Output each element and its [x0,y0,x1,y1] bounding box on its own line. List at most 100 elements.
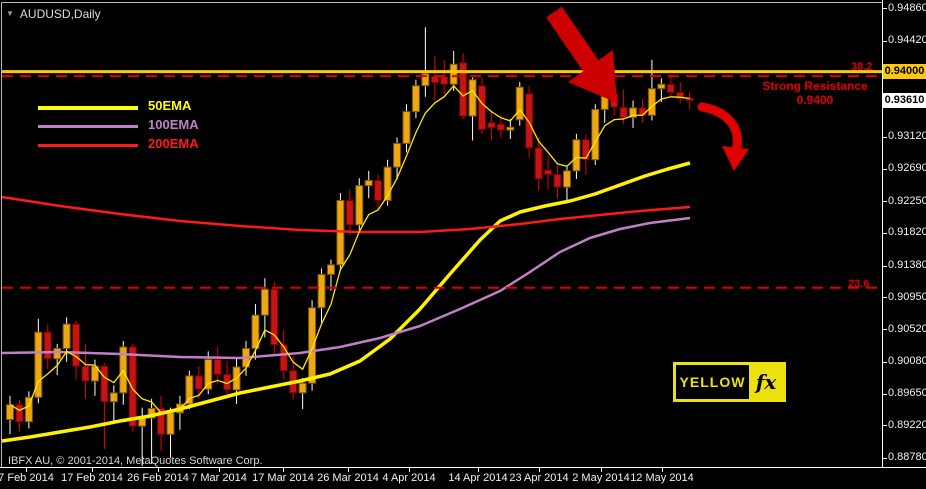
price-axis-tick [883,361,887,363]
date-axis-label: 7 Feb 2014 [0,472,54,484]
date-axis-label: 23 Apr 2014 [509,472,569,484]
symbol-title-bar: ▼ AUDUSD,Daily [6,7,101,21]
candle-body [374,179,383,201]
date-axis-tick [26,468,27,472]
candle-body [15,404,24,423]
price-axis-tick [883,425,887,427]
candle-body [308,307,317,384]
candles-layer [6,27,694,466]
strong-resistance-note: Strong Resistance 0.9400 [755,79,875,107]
price-axis-tick [883,297,887,299]
candle-body [393,142,402,168]
candle-body [647,88,656,116]
100ema-line [1,216,691,360]
price-axis-label: 0.94420 [888,34,926,47]
date-axis-line [0,467,926,468]
date-axis-label: 2 May 2014 [572,472,630,484]
candle-body [62,323,71,349]
candle-body [204,359,213,390]
price-axis-label: 0.94860 [888,1,926,14]
candle-body [270,288,279,346]
ema100-line-swatch [38,125,138,128]
price-axis-tick [883,40,887,42]
candle-body [421,73,430,87]
legend-item-200ema: 200EMA [38,136,258,155]
date-axis-tick [409,468,410,472]
yellowfx-logo-fx-badge: fx [749,365,783,399]
candle-body [166,412,175,435]
yellowfx-logo: YELLOW fx [673,362,786,402]
date-axis-label: 26 Mar 2014 [317,472,379,484]
price-axis-label: 0.89220 [888,418,926,431]
candle-body [496,123,505,131]
price-tag-0.93610: 0.93610 [883,92,926,108]
candle-body [72,323,81,367]
candle-body [109,392,118,403]
date-axis-label: 14 Apr 2014 [448,472,508,484]
legend-item-100ema: 100EMA [38,117,258,136]
date-axis-tick [601,468,602,472]
legend-item-50ema: 50EMA [38,98,258,117]
candle-body [364,179,373,187]
price-axis-tick [883,136,887,138]
price-axis-tick [883,457,887,459]
candle-body [562,170,571,188]
price-axis-label: 0.89650 [888,387,926,400]
price-axis-tick [883,265,887,267]
symbol-marker-icon: ▼ [6,9,14,18]
price-axis-tick [883,393,887,395]
candle-body [213,359,222,375]
date-axis-label: 7 Mar 2014 [191,472,247,484]
candle-body [449,63,458,85]
200ema-line [1,195,691,234]
date-axis-label: 17 Feb 2014 [61,472,123,484]
candle-body [638,107,647,116]
candle-body [440,76,449,85]
price-axis-tick [883,201,887,203]
candle-body [402,111,411,144]
candle-body [666,83,675,93]
candle-body [128,346,137,427]
candle-body [53,347,62,360]
date-axis-label: 17 Mar 2014 [252,472,314,484]
price-tag-0.94000: 0.94000 [883,63,926,79]
candle-body [459,62,468,117]
candle-body [81,365,90,382]
50ema-line [1,161,691,443]
ema200-line-swatch [38,144,138,147]
candle-body [355,185,364,226]
candle-body [619,106,628,119]
date-axis-tick [92,468,93,472]
candle-body [326,264,335,275]
candle-body [185,375,194,405]
candle-body [298,382,307,394]
date-axis-label: 4 Apr 2014 [382,472,436,484]
candle-body [383,166,392,201]
candle-body [43,331,52,360]
candle-body [506,126,515,131]
price-axis-line [882,0,883,467]
price-axis-tick [883,168,887,170]
down-right-arrow [546,6,617,103]
candle-body [591,108,600,161]
candle-body [468,79,477,117]
ema50-line-swatch [38,106,138,110]
candle-body [100,365,109,403]
strong-resistance-price: 0.9400 [796,93,834,107]
candle-body [572,139,581,172]
date-axis-label: 12 May 2014 [630,472,694,484]
date-axis-tick [158,468,159,472]
fast-ema-line [9,84,690,414]
price-axis-label: 0.93120 [888,130,926,143]
price-axis-label: 0.91820 [888,226,926,239]
candle-body [534,147,543,180]
candle-body [24,396,33,423]
date-axis-tick [348,468,349,472]
ema-legend: 50EMA 100EMA 200EMA [38,98,258,155]
legend-label-200ema: 200EMA [148,136,199,151]
price-axis-tick [883,232,887,234]
candle-body [157,407,166,435]
price-axis-label: 0.92250 [888,194,926,207]
price-axis-tick [883,8,887,9]
